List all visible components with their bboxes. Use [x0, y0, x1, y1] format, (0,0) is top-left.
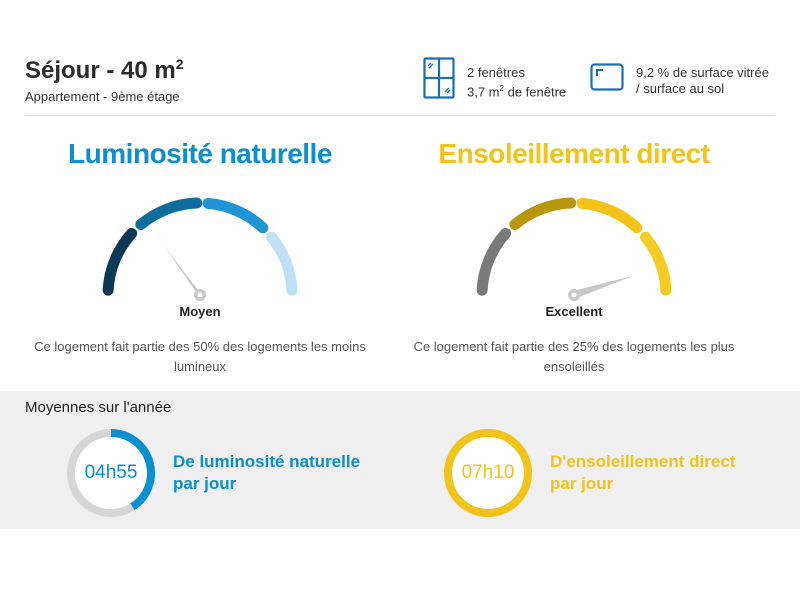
glazing-ratio-suffix: / surface au sol — [636, 81, 725, 96]
sun-hours-value: 07h10 — [461, 462, 515, 483]
light-hours-label-line2: par jour — [173, 474, 237, 493]
light-hours-label-line1: De luminosité naturelle — [173, 452, 361, 471]
light-hours-value: 04h55 — [84, 462, 138, 483]
sunshine-gauge-segment-1 — [476, 227, 512, 296]
sunshine-gauge-needle — [572, 275, 633, 300]
luminosity-level: Moyen — [179, 304, 221, 319]
windows-area-prefix: 3,7 m — [467, 84, 500, 100]
luminosity-gauge — [102, 197, 298, 301]
luminosity-gauge-hub-center — [197, 292, 203, 298]
luminosity-gauge-segment-1 — [102, 227, 138, 296]
windows-count: 2 fenêtres — [467, 65, 525, 80]
sun-hours-ring: 07h10 — [442, 427, 534, 519]
luminosity-gauge-segment-2 — [135, 197, 203, 231]
light-hours-ring: 04h55 — [65, 427, 157, 519]
luminosity-gauge-needle — [163, 244, 205, 298]
room-header: Séjour - 40 m2 Appartement - 9ème étage … — [25, 55, 775, 116]
windows-text: 2 fenêtres 3,7 m2 de fenêtre — [467, 65, 566, 100]
windows-area-suffix: de fenêtre — [503, 84, 567, 100]
sun-hours-stat: 07h10 D'ensoleillement direct par jour — [442, 427, 750, 519]
luminosity-title: Luminosité naturelle — [68, 138, 332, 169]
light-hours-stat: 04h55 De luminosité naturelle par jour — [65, 427, 373, 519]
sunshine-gauge-segment-3 — [576, 197, 643, 234]
windows-info: 2 fenêtres 3,7 m2 de fenêtre — [423, 57, 566, 100]
windows-area-sup: 2 — [499, 84, 504, 93]
sun-hours-ring-progress — [444, 429, 532, 517]
sun-hours-ring-chart — [444, 429, 532, 517]
yearly-title: Moyennes sur l'année — [25, 399, 172, 416]
sun-hours-label-line1: D'ensoleillement direct — [550, 452, 736, 471]
room-title-sup: 2 — [175, 56, 184, 72]
glazing-ratio: 9,2 % de surface vitrée — [636, 65, 769, 80]
sunshine-level: Excellent — [545, 304, 603, 319]
sunshine-section: Ensoleillement direct Excellent Ce logem… — [374, 138, 774, 377]
window-icon — [423, 57, 455, 99]
sunshine-title: Ensoleillement direct — [438, 138, 710, 169]
room-title-text: Séjour - 40 m — [25, 57, 176, 84]
light-hours-ring-progress — [110, 429, 155, 511]
sun-hours-label: D'ensoleillement direct par jour — [550, 451, 750, 495]
luminosity-gauge-segment-3 — [202, 197, 269, 234]
room-title: Séjour - 40 m2 — [25, 57, 184, 85]
sun-hours-label-line2: par jour — [550, 474, 614, 493]
sunshine-description: Ce logement fait partie des 25% des loge… — [413, 339, 735, 374]
room-subtitle: Appartement - 9ème étage — [25, 89, 180, 104]
sunshine-gauge-segment-4 — [639, 231, 672, 296]
yearly-averages: Moyennes sur l'année 04h55 De luminosité… — [0, 391, 800, 529]
windows-area: 3,7 m2 de fenêtre — [467, 81, 566, 100]
sunshine-gauge-segment-2 — [509, 197, 577, 231]
glazed-surface-icon — [590, 63, 624, 91]
glazing-info: 9,2 % de surface vitrée / surface au sol — [590, 57, 769, 97]
glazing-text: 9,2 % de surface vitrée / surface au sol — [636, 65, 769, 97]
luminosity-gauge-segment-4 — [265, 231, 298, 296]
light-hours-ring-chart — [67, 429, 155, 517]
sunshine-gauge — [476, 197, 672, 301]
luminosity-section: Luminosité naturelle Moyen Ce logement f… — [0, 138, 400, 377]
light-hours-label: De luminosité naturelle par jour — [173, 451, 373, 495]
luminosity-description: Ce logement fait partie des 50% des loge… — [34, 339, 366, 374]
sunshine-gauge-hub-center — [571, 292, 577, 298]
